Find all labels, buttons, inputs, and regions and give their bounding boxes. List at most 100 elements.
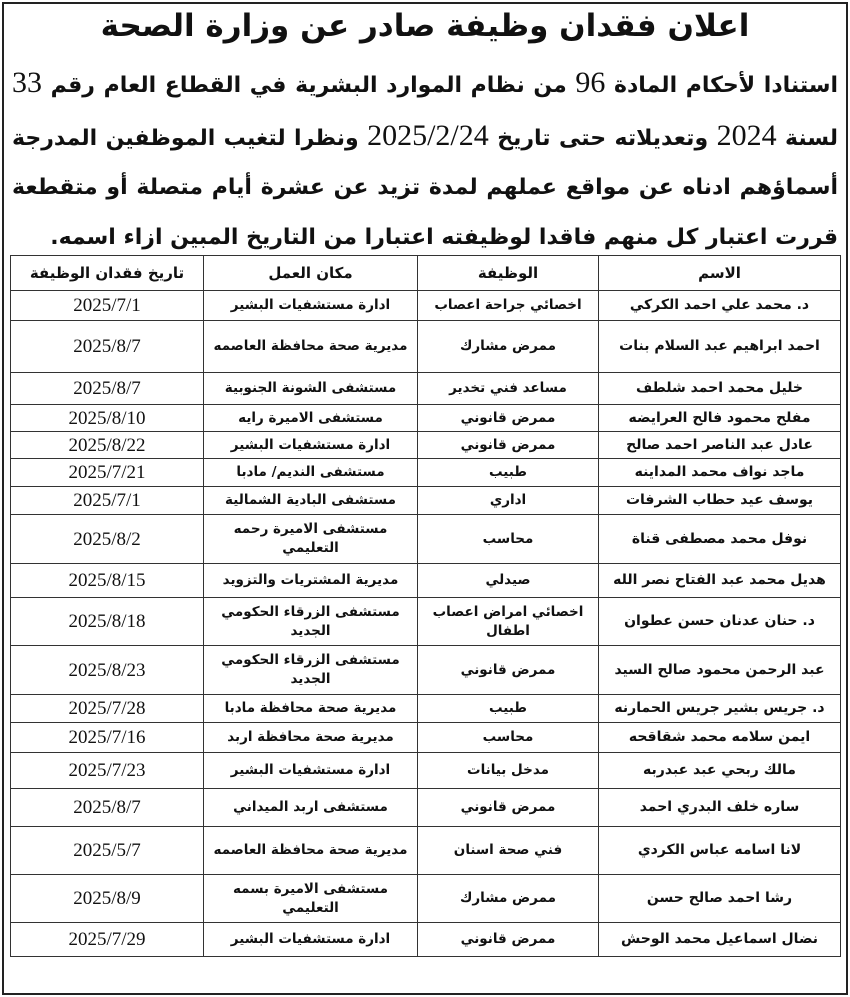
- body-text: استنادا لأحكام المادة: [605, 73, 839, 98]
- employee-name: ساره خلف البدري احمد: [598, 788, 841, 827]
- employee-name: عادل عبد الناصر احمد صالح: [598, 431, 841, 459]
- employee-name: خليل محمد احمد شلطف: [598, 372, 841, 405]
- employee-name: مفلح محمود فالح العرايضه: [598, 404, 841, 432]
- job-loss-date: 2025/8/9: [10, 874, 204, 923]
- job-loss-date: 2025/8/18: [10, 597, 204, 646]
- job-title: ممرض مشارك: [417, 320, 599, 373]
- table-row: د. محمد علي احمد الكركي اخصائي جراحة اعصا…: [10, 290, 841, 321]
- table-row: د. جريس بشير جريس الحمارنه طبيب مديرية صحة…: [10, 694, 841, 723]
- job-loss-date: 2025/7/29: [10, 922, 204, 957]
- job-title: اداري: [417, 486, 599, 515]
- workplace: مستشفى الاميرة رايه: [203, 404, 418, 432]
- table-row: عادل عبد الناصر احمد صالح ممرض قانوني ادار…: [10, 431, 841, 459]
- job-title: ممرض قانوني: [417, 788, 599, 827]
- workplace: مستشفى الزرقاء الحكومي الجديد: [203, 597, 418, 646]
- employee-name: يوسف عيد حطاب الشرفات: [598, 486, 841, 515]
- workplace: مستشفى الاميرة رحمه التعليمي: [203, 514, 418, 564]
- table-row: هديل محمد عبد الفتاح نصر الله صيدلي مديرية…: [10, 563, 841, 598]
- employee-name: نضال اسماعيل محمد الوحش: [598, 922, 841, 957]
- table-row: مالك ربحي عبد عبدربه مدخل بيانات ادارة مست…: [10, 752, 841, 789]
- job-loss-date: 2025/8/10: [10, 404, 204, 432]
- job-title: فني صحة اسنان: [417, 826, 599, 875]
- table-row: ماجد نواف محمد المداينه طبيب مستشفى النديم…: [10, 458, 841, 487]
- employee-name: ماجد نواف محمد المداينه: [598, 458, 841, 487]
- employee-name: ايمن سلامه محمد شقاقحه: [598, 722, 841, 753]
- workplace: مستشفى الشونة الجنوبية: [203, 372, 418, 405]
- job-loss-date: 2025/8/7: [10, 372, 204, 405]
- table-row: رشا احمد صالح حسن ممرض مشارك مستشفى الامير…: [10, 874, 841, 923]
- job-loss-date: 2025/7/28: [10, 694, 204, 723]
- law-number: 33: [12, 66, 42, 99]
- header-job: الوظيفة: [417, 255, 599, 291]
- job-loss-date: 2025/7/23: [10, 752, 204, 789]
- job-title: اخصائي امراض اعصاب اطفال: [417, 597, 599, 646]
- law-year: 2024: [716, 118, 777, 152]
- job-loss-date: 2025/8/23: [10, 645, 204, 695]
- workplace: مستشفى البادية الشمالية: [203, 486, 418, 515]
- table-row: نوفل محمد مصطفى قناة محاسب مستشفى الاميرة …: [10, 514, 841, 564]
- employee-name: مالك ربحي عبد عبدربه: [598, 752, 841, 789]
- employee-name: د. محمد علي احمد الكركي: [598, 290, 841, 321]
- workplace: مديرية المشتريات والتزويد: [203, 563, 418, 598]
- table-row: يوسف عيد حطاب الشرفات اداري مستشفى البادية…: [10, 486, 841, 515]
- job-title: محاسب: [417, 722, 599, 753]
- job-title: صيدلي: [417, 563, 599, 598]
- table-row: لانا اسامه عباس الكردي فني صحة اسنان مديري…: [10, 826, 841, 875]
- job-title: طبيب: [417, 458, 599, 487]
- workplace: ادارة مستشفيات البشير: [203, 922, 418, 957]
- job-loss-date: 2025/8/2: [10, 514, 204, 564]
- job-loss-date: 2025/8/7: [10, 320, 204, 373]
- header-date: تاريخ فقدان الوظيفة: [10, 255, 204, 291]
- article-number: 96: [575, 66, 606, 99]
- table-row: احمد ابراهيم عبد السلام بنات ممرض مشارك مد…: [10, 320, 841, 373]
- workplace: مديرية صحة محافظة العاصمه: [203, 826, 418, 875]
- table-row: د. حنان عدنان حسن عطوان اخصائي امراض اعصا…: [10, 597, 841, 646]
- job-loss-date: 2025/7/1: [10, 486, 204, 515]
- employee-name: نوفل محمد مصطفى قناة: [598, 514, 841, 564]
- job-loss-date: 2025/7/16: [10, 722, 204, 753]
- job-loss-table: الاسم الوظيفة مكان العمل تاريخ فقدان الو…: [10, 255, 841, 957]
- workplace: مستشفى الاميرة بسمه التعليمي: [203, 874, 418, 923]
- workplace: مستشفى اربد الميداني: [203, 788, 418, 827]
- table-row: نضال اسماعيل محمد الوحش ممرض قانوني ادارة …: [10, 922, 841, 957]
- job-loss-date: 2025/5/7: [10, 826, 204, 875]
- job-loss-date: 2025/8/7: [10, 788, 204, 827]
- employee-name: د. حنان عدنان حسن عطوان: [598, 597, 841, 646]
- job-title: ممرض قانوني: [417, 922, 599, 957]
- table-row: عبد الرحمن محمود صالح السيد ممرض قانوني مس…: [10, 645, 841, 695]
- workplace: مديرية صحة محافظة مادبا: [203, 694, 418, 723]
- body-text: من نظام الموارد البشرية في القطاع العام …: [42, 73, 576, 98]
- header-name: الاسم: [598, 255, 841, 291]
- employee-name: لانا اسامه عباس الكردي: [598, 826, 841, 875]
- job-title: اخصائي جراحة اعصاب: [417, 290, 599, 321]
- job-title: ممرض قانوني: [417, 645, 599, 695]
- table-row: ايمن سلامه محمد شقاقحه محاسب مديرية صحة مح…: [10, 722, 841, 753]
- job-title: محاسب: [417, 514, 599, 564]
- workplace: مديرية صحة محافظة اربد: [203, 722, 418, 753]
- table-row: مفلح محمود فالح العرايضه ممرض قانوني مستشف…: [10, 404, 841, 432]
- header-workplace: مكان العمل: [203, 255, 418, 291]
- job-title: ممرض قانوني: [417, 431, 599, 459]
- employee-name: عبد الرحمن محمود صالح السيد: [598, 645, 841, 695]
- job-loss-date: 2025/8/22: [10, 431, 204, 459]
- workplace: مستشفى النديم/ مادبا: [203, 458, 418, 487]
- body-text: وتعديلاته حتى تاريخ: [488, 125, 717, 151]
- workplace: مديرية صحة محافظة العاصمه: [203, 320, 418, 373]
- workplace: ادارة مستشفيات البشير: [203, 752, 418, 789]
- employee-name: احمد ابراهيم عبد السلام بنات: [598, 320, 841, 373]
- workplace: ادارة مستشفيات البشير: [203, 290, 418, 321]
- employee-name: د. جريس بشير جريس الحمارنه: [598, 694, 841, 723]
- amendment-date: 2025/2/24: [367, 118, 489, 152]
- table-row: ساره خلف البدري احمد ممرض قانوني مستشفى ار…: [10, 788, 841, 827]
- table-header-row: الاسم الوظيفة مكان العمل تاريخ فقدان الو…: [10, 255, 841, 291]
- job-loss-date: 2025/8/15: [10, 563, 204, 598]
- job-title: ممرض مشارك: [417, 874, 599, 923]
- job-title: ممرض قانوني: [417, 404, 599, 432]
- body-text: لسنة: [776, 125, 838, 151]
- table-row: خليل محمد احمد شلطف مساعد فني تخدير مستشفى…: [10, 372, 841, 405]
- announcement-title: اعلان فقدان وظيفة صادر عن وزارة الصحة: [100, 8, 750, 44]
- job-title: مدخل بيانات: [417, 752, 599, 789]
- workplace: مستشفى الزرقاء الحكومي الجديد: [203, 645, 418, 695]
- job-loss-date: 2025/7/21: [10, 458, 204, 487]
